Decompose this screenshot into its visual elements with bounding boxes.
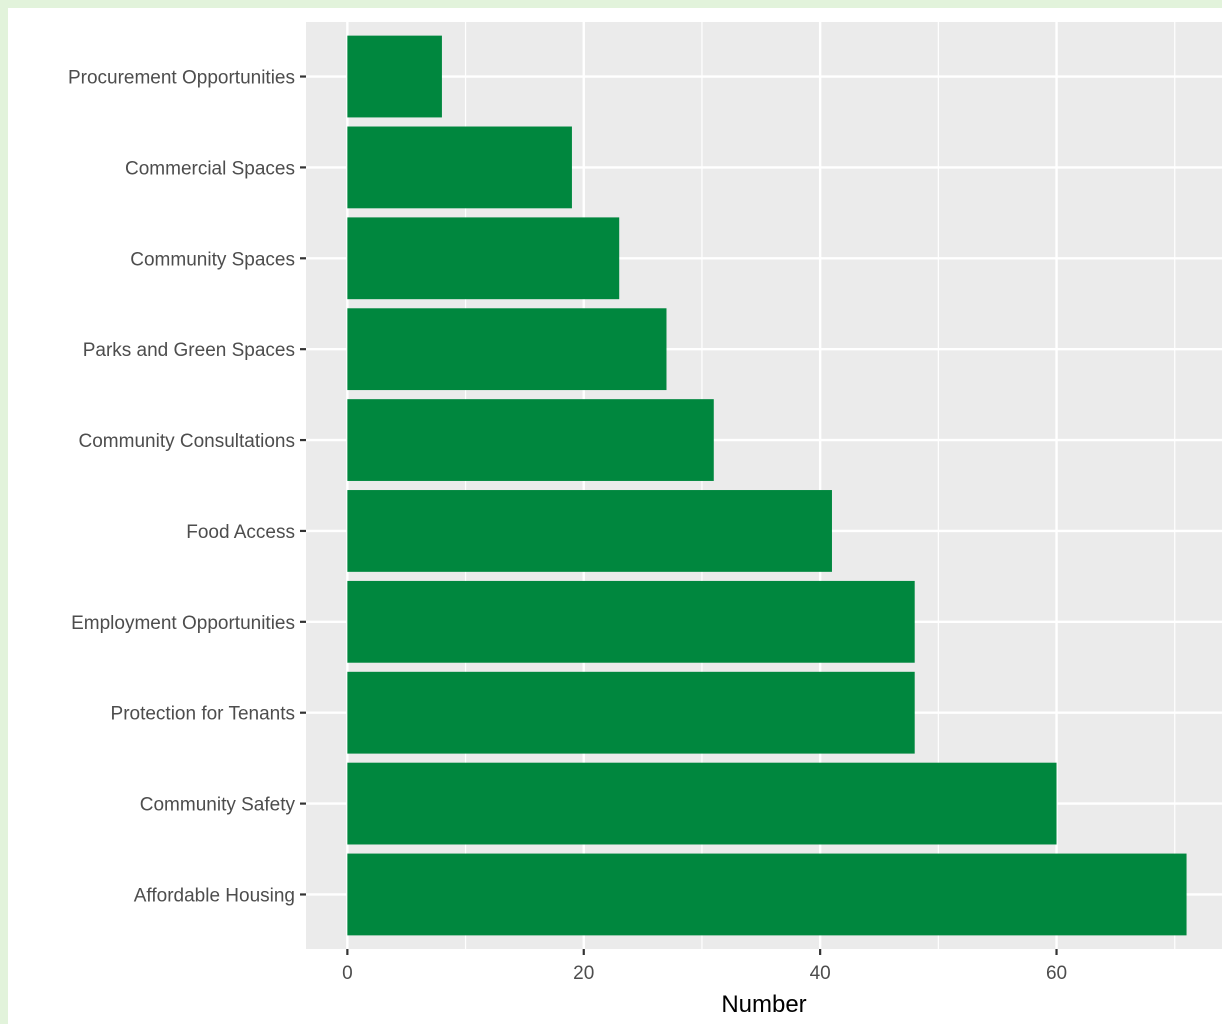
bar xyxy=(347,35,442,118)
x-tick-label: 20 xyxy=(573,963,594,984)
bar-chart: Procurement Opportunities Commercial Spac… xyxy=(68,22,1222,1018)
y-tick-label: Commercial Spaces xyxy=(125,158,295,179)
bar xyxy=(347,399,714,481)
bar xyxy=(347,580,915,663)
y-tick-label: Parks and Green Spaces xyxy=(83,340,295,361)
bar xyxy=(347,853,1187,936)
y-tick-label: Procurement Opportunities xyxy=(68,68,295,89)
y-tick-label: Food Access xyxy=(186,522,295,543)
y-axis: Procurement Opportunities Commercial Spac… xyxy=(68,68,306,906)
y-tick-label: Protection for Tenants xyxy=(111,704,295,725)
bar xyxy=(347,671,915,754)
y-tick-label: Community Safety xyxy=(140,795,296,816)
chart-frame: Procurement Opportunities Commercial Spac… xyxy=(8,8,1222,1024)
bar xyxy=(347,762,1057,845)
y-tick-label: Affordable Housing xyxy=(134,885,295,906)
bar xyxy=(347,308,667,391)
y-tick-label: Community Spaces xyxy=(130,249,295,270)
bar xyxy=(347,126,572,209)
x-tick-label: 40 xyxy=(810,963,831,984)
bars xyxy=(347,35,1187,936)
bar xyxy=(347,217,620,300)
x-tick-label: 60 xyxy=(1046,963,1067,984)
x-tick-label: 0 xyxy=(342,963,353,984)
bar xyxy=(347,490,832,572)
x-axis-title: Number xyxy=(721,991,806,1018)
y-tick-label: Employment Opportunities xyxy=(71,613,295,634)
x-axis: 0 20 40 60 xyxy=(342,949,1067,984)
y-tick-label: Community Consultations xyxy=(79,431,295,452)
